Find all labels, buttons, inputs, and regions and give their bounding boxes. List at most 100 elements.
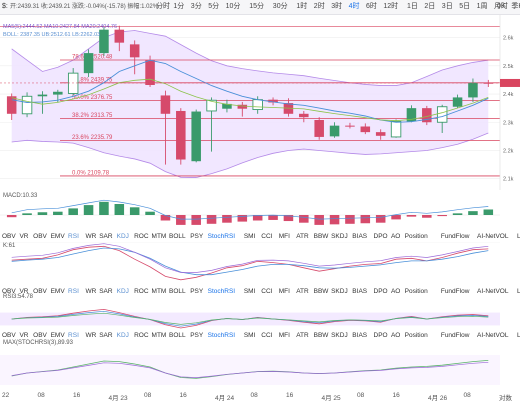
timeframe-14[interactable]: 2日: [424, 3, 436, 10]
indicator-tab-18[interactable]: SKDJ: [331, 288, 348, 295]
timeframe-17[interactable]: 1周: [476, 3, 488, 10]
indicator-tab-2[interactable]: OBV: [33, 233, 47, 240]
indicator-tab-15[interactable]: MFI: [278, 288, 290, 295]
indicator-tab-19[interactable]: BIAS: [352, 233, 368, 240]
indicator-tab-8[interactable]: ROC: [134, 233, 149, 240]
indicator-tab-25[interactable]: LSUR: [517, 332, 520, 339]
indicator-tab-24[interactable]: AI-NetVOL: [477, 233, 509, 240]
indicator-tab-13[interactable]: SMI: [243, 288, 256, 295]
indicator-tab-19[interactable]: BIAS: [352, 332, 368, 339]
indicator-tab-11[interactable]: PSY: [190, 288, 204, 295]
indicator-tab-7[interactable]: KDJ: [116, 332, 129, 339]
indicator-tab-20[interactable]: DPO: [373, 233, 388, 240]
indicator-tab-14[interactable]: CCI: [261, 332, 273, 339]
timeframe-16[interactable]: 5日: [459, 3, 471, 10]
timeframe-7[interactable]: 1时: [296, 3, 308, 10]
indicator-tab-12[interactable]: StochRSI: [207, 332, 236, 339]
indicator-tab-10[interactable]: BOLL: [169, 233, 186, 240]
timeframe-18[interactable]: 月K: [494, 3, 506, 10]
indicator-tab-17[interactable]: BBW: [313, 332, 329, 339]
timeframe-0[interactable]: 分时: [156, 3, 170, 10]
indicator-tab-1[interactable]: VR: [19, 288, 29, 295]
timeframe-13[interactable]: 1日: [407, 3, 418, 10]
timeframe-11[interactable]: 6时: [366, 3, 377, 10]
indicator-tab-9[interactable]: MTM: [151, 332, 167, 339]
indicator-tab-0[interactable]: OBV: [2, 233, 16, 240]
indicator-tab-15[interactable]: MFI: [278, 332, 290, 339]
indicator-tab-2[interactable]: OBV: [33, 288, 47, 295]
indicator-tab-23[interactable]: FundFlow: [440, 288, 470, 295]
indicator-tab-1[interactable]: VR: [19, 332, 29, 339]
indicator-tab-13[interactable]: SMI: [243, 233, 256, 240]
indicator-tab-16[interactable]: ATR: [296, 233, 309, 240]
indicator-tab-11[interactable]: PSY: [190, 332, 204, 339]
indicator-tab-22[interactable]: Position: [404, 233, 428, 240]
indicator-tab-22[interactable]: Position: [404, 332, 428, 339]
indicator-tab-12[interactable]: StochRSI: [207, 288, 236, 295]
indicator-tab-3[interactable]: EMV: [50, 233, 65, 240]
indicator-tab-14[interactable]: CCI: [261, 233, 273, 240]
indicator-tab-21[interactable]: AO: [390, 233, 401, 240]
indicator-tab-4[interactable]: RSI: [68, 332, 79, 339]
indicator-tab-8[interactable]: ROC: [134, 288, 149, 295]
indicator-tab-0[interactable]: OBV: [2, 332, 16, 339]
indicator-tab-6[interactable]: SAR: [99, 332, 113, 339]
timeframe-15[interactable]: 3日: [441, 3, 453, 10]
indicator-tab-6[interactable]: SAR: [99, 233, 113, 240]
timeframe-19[interactable]: 季K: [511, 3, 520, 10]
indicator-tab-7[interactable]: KDJ: [116, 288, 129, 295]
timeframe-5[interactable]: 15分: [249, 3, 264, 10]
indicator-tab-19[interactable]: BIAS: [352, 288, 368, 295]
timeframe-right-label[interactable]: 0时: [497, 3, 508, 10]
indicator-tab-17[interactable]: BBW: [313, 288, 329, 295]
indicator-tab-6[interactable]: SAR: [99, 288, 113, 295]
indicator-tab-25[interactable]: LSUR: [517, 233, 520, 240]
indicator-tab-3[interactable]: EMV: [50, 332, 65, 339]
indicator-tab-24[interactable]: AI-NetVOL: [477, 332, 509, 339]
indicator-tab-25[interactable]: LSUR: [517, 288, 520, 295]
indicator-tab-1[interactable]: VR: [19, 233, 29, 240]
timeframe-9[interactable]: 3时: [331, 3, 343, 10]
indicator-tab-3[interactable]: EMV: [50, 288, 65, 295]
indicator-tab-20[interactable]: DPO: [373, 288, 388, 295]
timeframe-10[interactable]: 4时: [348, 3, 360, 10]
indicator-tab-9[interactable]: MTM: [151, 233, 167, 240]
timeframe-2[interactable]: 3分: [190, 3, 202, 10]
indicator-tab-2[interactable]: OBV: [33, 332, 47, 339]
timeframe-6[interactable]: 30分: [272, 3, 288, 10]
timeframe-12[interactable]: 12时: [383, 3, 399, 10]
indicator-tab-4[interactable]: RSI: [68, 288, 79, 295]
indicator-tab-0[interactable]: OBV: [2, 288, 16, 295]
indicator-tab-16[interactable]: ATR: [296, 288, 309, 295]
indicator-tab-23[interactable]: FundFlow: [440, 332, 470, 339]
indicator-tab-18[interactable]: SKDJ: [331, 233, 348, 240]
indicator-tab-12[interactable]: StochRSI: [207, 233, 236, 240]
indicator-tab-22[interactable]: Position: [404, 288, 428, 295]
indicator-tab-21[interactable]: AO: [390, 288, 401, 295]
indicator-tab-18[interactable]: SKDJ: [331, 332, 348, 339]
indicator-tab-14[interactable]: CCI: [261, 288, 273, 295]
timeframe-1[interactable]: 1分: [173, 3, 185, 10]
indicator-tab-13[interactable]: SMI: [243, 332, 256, 339]
indicator-tab-15[interactable]: MFI: [278, 233, 290, 240]
indicator-tab-5[interactable]: WR: [85, 332, 97, 339]
timeframe-3[interactable]: 5分: [208, 3, 220, 10]
indicator-tab-24[interactable]: AI-NetVOL: [477, 288, 509, 295]
indicator-tab-23[interactable]: FundFlow: [440, 233, 470, 240]
indicator-tab-9[interactable]: MTM: [151, 288, 167, 295]
indicator-tab-21[interactable]: AO: [390, 332, 401, 339]
indicator-tab-5[interactable]: WR: [85, 288, 97, 295]
indicator-tab-11[interactable]: PSY: [190, 233, 204, 240]
indicator-tab-20[interactable]: DPO: [373, 332, 388, 339]
indicator-tab-5[interactable]: WR: [85, 233, 97, 240]
indicator-tab-10[interactable]: BOLL: [169, 288, 186, 295]
indicator-tab-17[interactable]: BBW: [313, 233, 329, 240]
indicator-tab-7[interactable]: KDJ: [116, 233, 129, 240]
timeframe-4[interactable]: 10分: [225, 3, 241, 10]
indicator-tab-10[interactable]: BOLL: [169, 332, 186, 339]
timeframe-8[interactable]: 2时: [313, 3, 325, 10]
indicator-tab-4[interactable]: RSI: [68, 233, 79, 240]
indicator-tab-16[interactable]: ATR: [296, 332, 309, 339]
indicator-tab-8[interactable]: ROC: [134, 332, 149, 339]
